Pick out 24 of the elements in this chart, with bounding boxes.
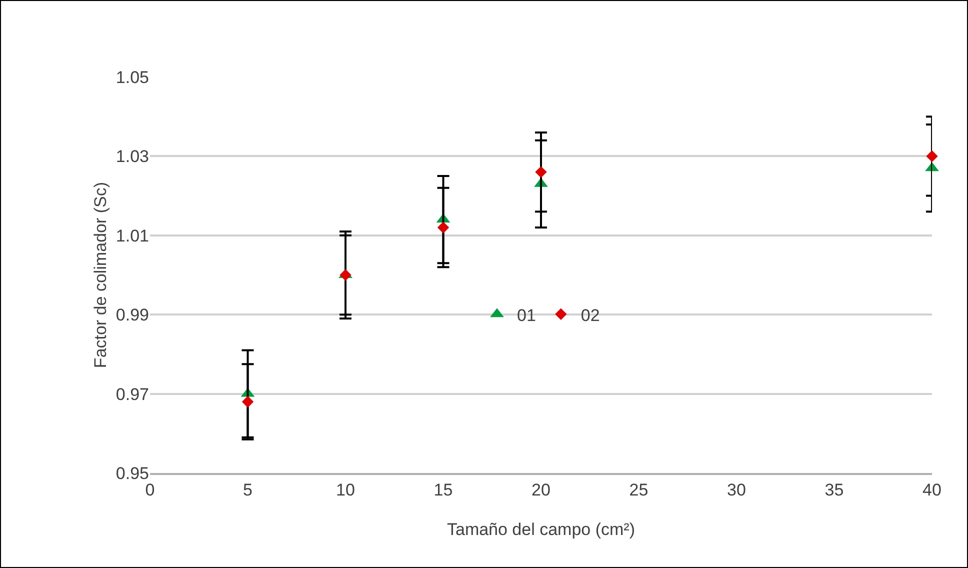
x-tick-label: 20 bbox=[532, 480, 550, 500]
y-tick-label: 1.05 bbox=[116, 68, 149, 87]
x-tick-label: 35 bbox=[824, 480, 844, 500]
y-tick-label: 1.01 bbox=[116, 226, 149, 246]
x-tick-label: 15 bbox=[434, 480, 453, 500]
point bbox=[242, 396, 254, 408]
point bbox=[437, 222, 450, 234]
x-tick-label: 0 bbox=[145, 480, 155, 500]
legend-label: 01 bbox=[517, 306, 536, 325]
x-tick-label: 25 bbox=[629, 480, 648, 500]
point bbox=[535, 166, 547, 178]
y-tick-label: 0.99 bbox=[116, 306, 149, 325]
x-tick-label: 5 bbox=[243, 480, 252, 500]
legend-label: 02 bbox=[580, 306, 600, 325]
point bbox=[340, 269, 352, 281]
y-tick-label: 1.03 bbox=[116, 147, 149, 166]
x-axis-title: Tamaño del campo (cm²) bbox=[446, 520, 636, 539]
y-axis-title: Factor de colimador (Sc) bbox=[91, 182, 110, 368]
point bbox=[926, 150, 938, 162]
y-tick-label: 0.95 bbox=[116, 464, 149, 483]
x-tick-label: 40 bbox=[922, 480, 942, 500]
x-tick-label: 10 bbox=[336, 480, 355, 500]
y-tick-label: 0.97 bbox=[116, 384, 149, 404]
x-tick-label: 30 bbox=[727, 480, 746, 500]
